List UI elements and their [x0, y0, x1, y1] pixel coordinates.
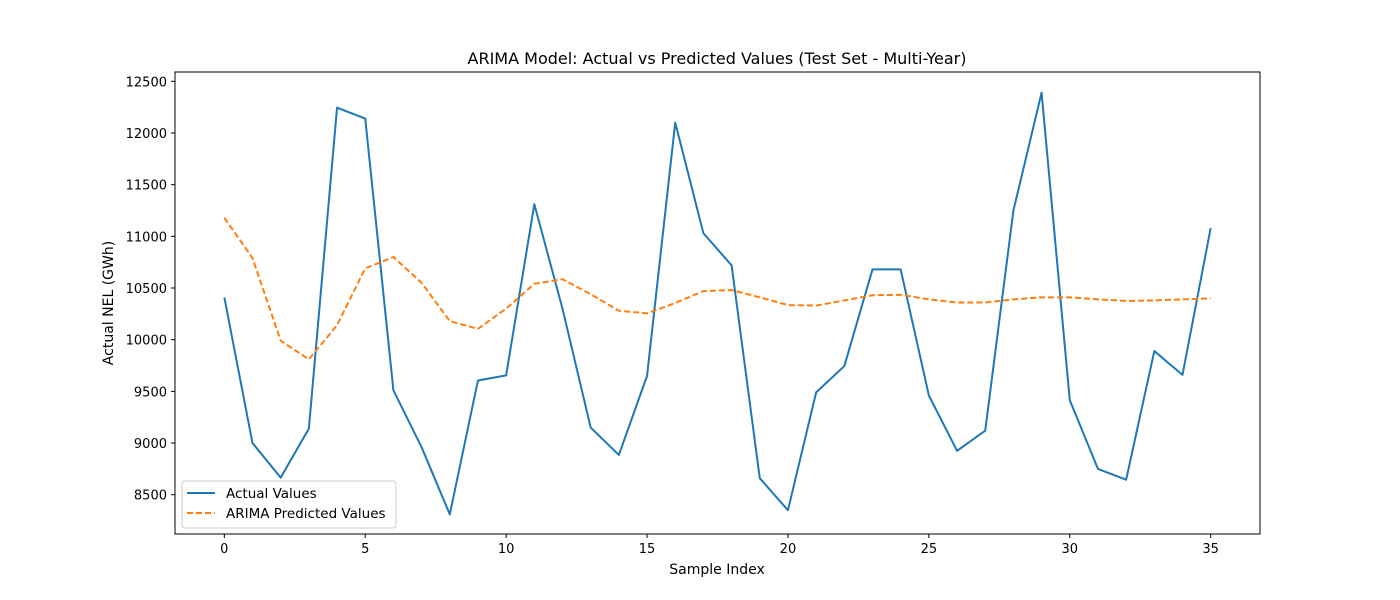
legend-label-predicted: ARIMA Predicted Values [226, 506, 386, 522]
x-tick-label: 0 [220, 542, 228, 557]
y-tick-label: 9000 [134, 437, 167, 452]
y-tick-label: 11000 [126, 230, 167, 245]
x-axis: 0 5 10 15 20 25 30 35 [220, 534, 1219, 557]
legend-box [181, 480, 397, 529]
x-tick-label: 15 [639, 542, 656, 557]
series-line-actual [223, 91, 1212, 516]
y-axis-label: Actual NEL (GWh) [101, 241, 117, 365]
y-axis: 8500 9000 9500 10000 10500 11000 11500 12000 125… [126, 75, 175, 504]
y-tick-label: 10500 [126, 282, 167, 297]
x-tick-label: 25 [921, 542, 938, 557]
y-tick-label: 10000 [126, 334, 167, 349]
x-tick-label: 35 [1202, 542, 1219, 557]
x-tick-label: 10 [498, 542, 515, 557]
legend: Actual Values ARIMA Predicted Values [181, 480, 397, 529]
plot-area [223, 91, 1212, 516]
y-tick-label: 12000 [126, 127, 167, 142]
y-tick-label: 11500 [126, 179, 167, 194]
y-tick-label: 9500 [134, 385, 167, 400]
chart-title: ARIMA Model: Actual vs Predicted Values … [468, 49, 967, 68]
y-tick-label: 8500 [134, 489, 167, 504]
x-tick-label: 30 [1061, 542, 1078, 557]
x-tick-label: 5 [361, 542, 369, 557]
y-tick-label: 12500 [126, 75, 167, 90]
x-tick-label: 20 [780, 542, 797, 557]
plot-frame [174, 71, 1261, 535]
x-axis-label: Sample Index [669, 562, 764, 578]
legend-label-actual: Actual Values [226, 486, 317, 502]
